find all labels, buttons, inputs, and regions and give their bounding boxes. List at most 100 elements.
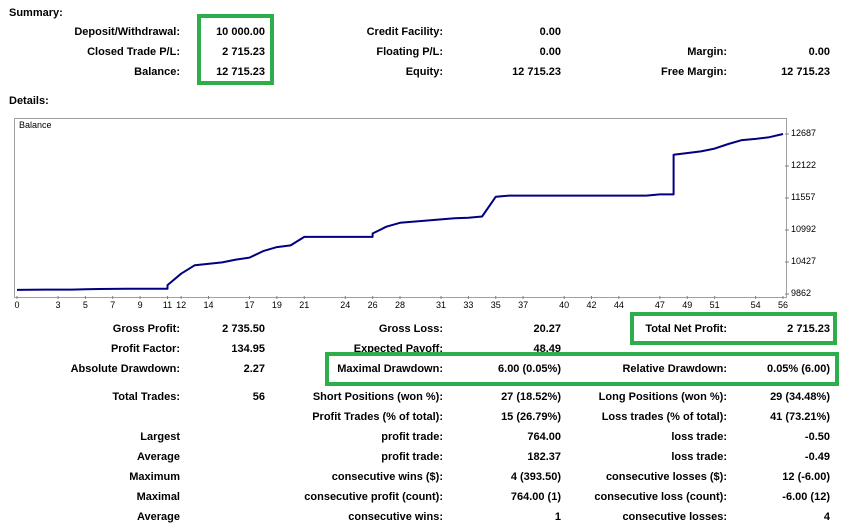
details-title: Details:	[9, 95, 49, 107]
max-cons-wins-label: consecutive wins ($):	[331, 471, 443, 483]
balance-label: Balance:	[134, 66, 180, 78]
x-tick-label: 42	[586, 300, 597, 310]
profit-trades-value: 15 (26.79%)	[501, 411, 561, 423]
loss-trades-label: Loss trades (% of total):	[601, 411, 727, 423]
largest-loss-value: -0.50	[804, 431, 830, 443]
floating-label: Floating P/L:	[376, 46, 443, 58]
x-tick-label: 47	[654, 300, 665, 310]
chart-title: Balance	[19, 120, 52, 130]
avg-cons-wins-label: consecutive wins:	[348, 511, 443, 523]
total-net-profit-label: Total Net Profit:	[645, 323, 727, 335]
drawdown-row-bg	[329, 355, 841, 385]
largest-profit-value: 764.00	[527, 431, 561, 443]
y-tick-label: 10992	[791, 224, 817, 234]
x-tick-label: 51	[709, 300, 720, 310]
x-tick-label: 21	[299, 300, 310, 310]
avg-cons-wins-value: 1	[554, 511, 561, 523]
balance-series-line	[16, 133, 784, 291]
x-tick-label: 24	[340, 300, 351, 310]
y-tick-label: 9862	[791, 288, 812, 298]
absolute-drawdown-value: 2.27	[243, 363, 265, 375]
balance-value: 12 715.23	[216, 66, 265, 78]
margin-value: 0.00	[808, 46, 830, 58]
largest-loss-label: loss trade:	[671, 431, 727, 443]
drawdown-highlight-box	[325, 352, 839, 386]
relative-drawdown-label: Relative Drawdown:	[622, 363, 727, 375]
x-tick-label: 19	[271, 300, 282, 310]
average-loss-label: loss trade:	[671, 451, 727, 463]
average-profit-value: 182.37	[527, 451, 561, 463]
gross-loss-value: 20.27	[533, 323, 561, 335]
short-positions-label: Short Positions (won %):	[312, 391, 443, 403]
gross-profit-label: Gross Profit:	[112, 323, 180, 335]
profit-trades-label: Profit Trades (% of total):	[312, 411, 443, 423]
average-loss-value: -0.49	[804, 451, 830, 463]
x-tick-label: 7	[110, 300, 116, 310]
x-tick-label: 26	[367, 300, 378, 310]
maximum-label: Maximum	[129, 471, 180, 483]
floating-value: 0.00	[539, 46, 561, 58]
x-tick-label: 28	[394, 300, 405, 310]
summary-highlight-box	[197, 14, 274, 85]
x-tick-label: 44	[613, 300, 624, 310]
free-margin-value: 12 715.23	[781, 66, 830, 78]
maximal-label: Maximal	[136, 491, 180, 503]
net-profit-highlight-box	[630, 312, 837, 345]
largest-label: Largest	[140, 431, 180, 443]
average2-label: Average	[136, 511, 180, 523]
free-margin-label: Free Margin:	[660, 66, 727, 78]
profit-factor-value: 134.95	[231, 343, 265, 355]
total-trades-value: 56	[252, 391, 265, 403]
deposit-value: 10 000.00	[216, 26, 265, 38]
x-tick-label: 14	[203, 300, 214, 310]
x-tick-label: 12	[176, 300, 187, 310]
x-tick-label: 5	[82, 300, 88, 310]
x-tick-label: 0	[14, 300, 20, 310]
relative-drawdown-value: 0.05% (6.00)	[767, 363, 830, 375]
y-tick-label: 11557	[791, 192, 816, 202]
deposit-label: Deposit/Withdrawal:	[74, 26, 180, 38]
x-tick-label: 35	[490, 300, 501, 310]
maximal-cons-loss-value: -6.00 (12)	[782, 491, 830, 503]
x-tick-label: 56	[777, 300, 788, 310]
x-tick-label: 9	[137, 300, 143, 310]
x-tick-label: 37	[518, 300, 529, 310]
y-tick-label: 12122	[791, 160, 817, 170]
maximal-cons-profit-label: consecutive profit (count):	[304, 491, 443, 503]
credit-label: Credit Facility:	[366, 26, 443, 38]
equity-value: 12 715.23	[512, 66, 561, 78]
total-trades-label: Total Trades:	[112, 391, 180, 403]
gross-loss-label: Gross Loss:	[378, 323, 443, 335]
absolute-drawdown-label: Absolute Drawdown:	[70, 363, 180, 375]
x-tick-label: 31	[436, 300, 447, 310]
max-cons-losses-label: consecutive losses ($):	[605, 471, 727, 483]
long-positions-value: 29 (34.48%)	[770, 391, 830, 403]
balance-chart	[14, 118, 787, 298]
long-positions-label: Long Positions (won %):	[598, 391, 727, 403]
total-net-profit-value: 2 715.23	[787, 323, 830, 335]
maximal-drawdown-label: Maximal Drawdown:	[337, 363, 443, 375]
x-tick-label: 54	[750, 300, 761, 310]
average-profit-label: profit trade:	[381, 451, 443, 463]
maximal-cons-profit-value: 764.00 (1)	[510, 491, 561, 503]
summary-title: Summary:	[9, 7, 63, 19]
x-tick-label: 40	[559, 300, 570, 310]
y-tick-label: 10427	[791, 256, 817, 266]
avg-cons-losses-label: consecutive losses:	[622, 511, 727, 523]
closed-pl-value: 2 715.23	[222, 46, 265, 58]
short-positions-value: 27 (18.52%)	[501, 391, 561, 403]
x-tick-label: 3	[55, 300, 61, 310]
x-tick-label: 17	[244, 300, 255, 310]
gross-profit-value: 2 735.50	[222, 323, 265, 335]
profit-factor-label: Profit Factor:	[110, 343, 180, 355]
margin-label: Margin:	[687, 46, 727, 58]
equity-label: Equity:	[405, 66, 443, 78]
y-tick-label: 12687	[791, 128, 817, 138]
max-cons-wins-value: 4 (393.50)	[510, 471, 561, 483]
credit-value: 0.00	[539, 26, 561, 38]
max-cons-losses-value: 12 (-6.00)	[782, 471, 830, 483]
average-label: Average	[136, 451, 180, 463]
x-tick-label: 11	[162, 300, 173, 310]
maximal-drawdown-value: 6.00 (0.05%)	[498, 363, 561, 375]
